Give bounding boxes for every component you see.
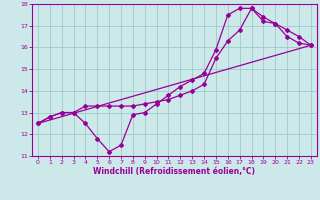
X-axis label: Windchill (Refroidissement éolien,°C): Windchill (Refroidissement éolien,°C) bbox=[93, 167, 255, 176]
